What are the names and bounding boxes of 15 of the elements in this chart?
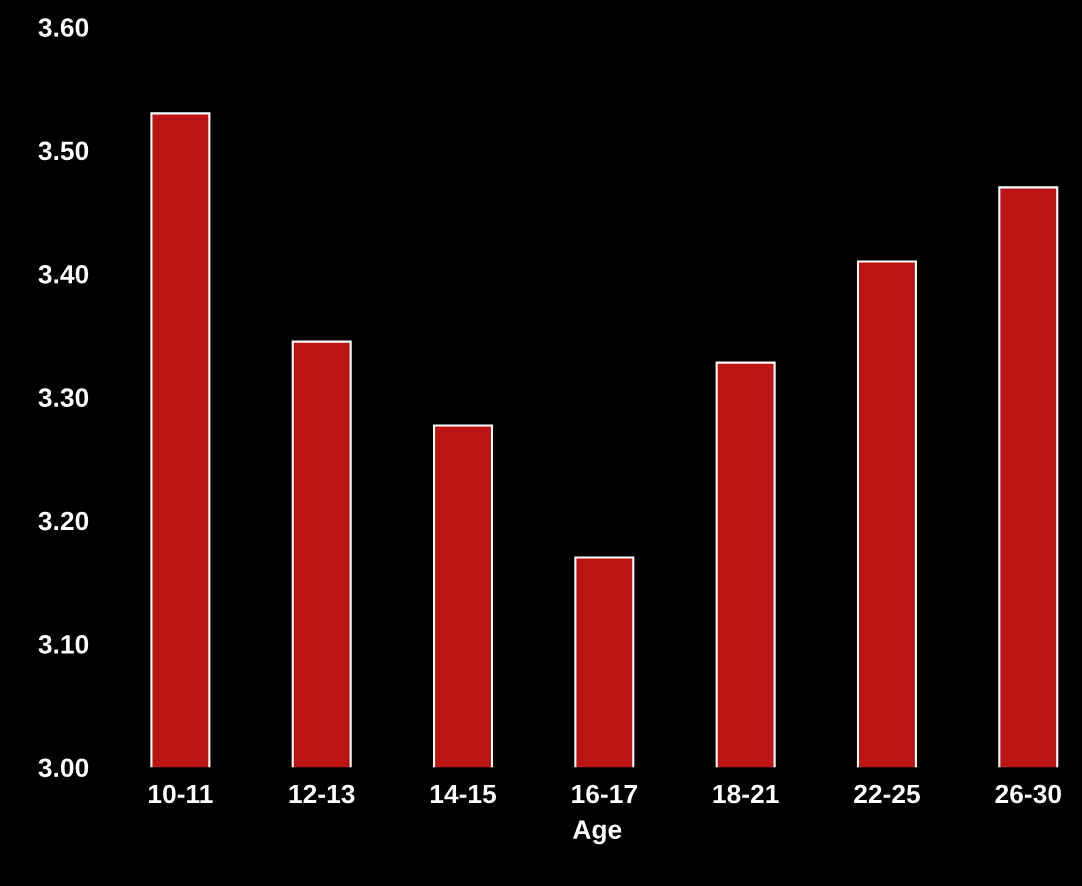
- x-tick-label: 26-30: [995, 784, 1061, 804]
- x-tick-label: 22-25: [854, 784, 920, 804]
- x-tick-label: 16-17: [572, 784, 637, 804]
- y-tick-label: 3.50: [38, 141, 89, 161]
- x-tick-label: 12-13: [289, 784, 355, 804]
- x-tick-label: 18-21: [713, 784, 779, 804]
- x-tick-label: 10-11: [149, 784, 213, 804]
- y-tick-label: 3.10: [38, 635, 89, 654]
- y-tick-label: 3.20: [38, 511, 89, 531]
- y-tick-label: 3.00: [38, 758, 89, 778]
- x-tick-label: 14-15: [430, 784, 497, 804]
- y-tick-label: 3.30: [38, 388, 89, 408]
- y-tick-label: 3.40: [38, 264, 89, 284]
- y-tick-label: 3.60: [38, 18, 89, 37]
- x-axis-title: Age: [572, 820, 622, 845]
